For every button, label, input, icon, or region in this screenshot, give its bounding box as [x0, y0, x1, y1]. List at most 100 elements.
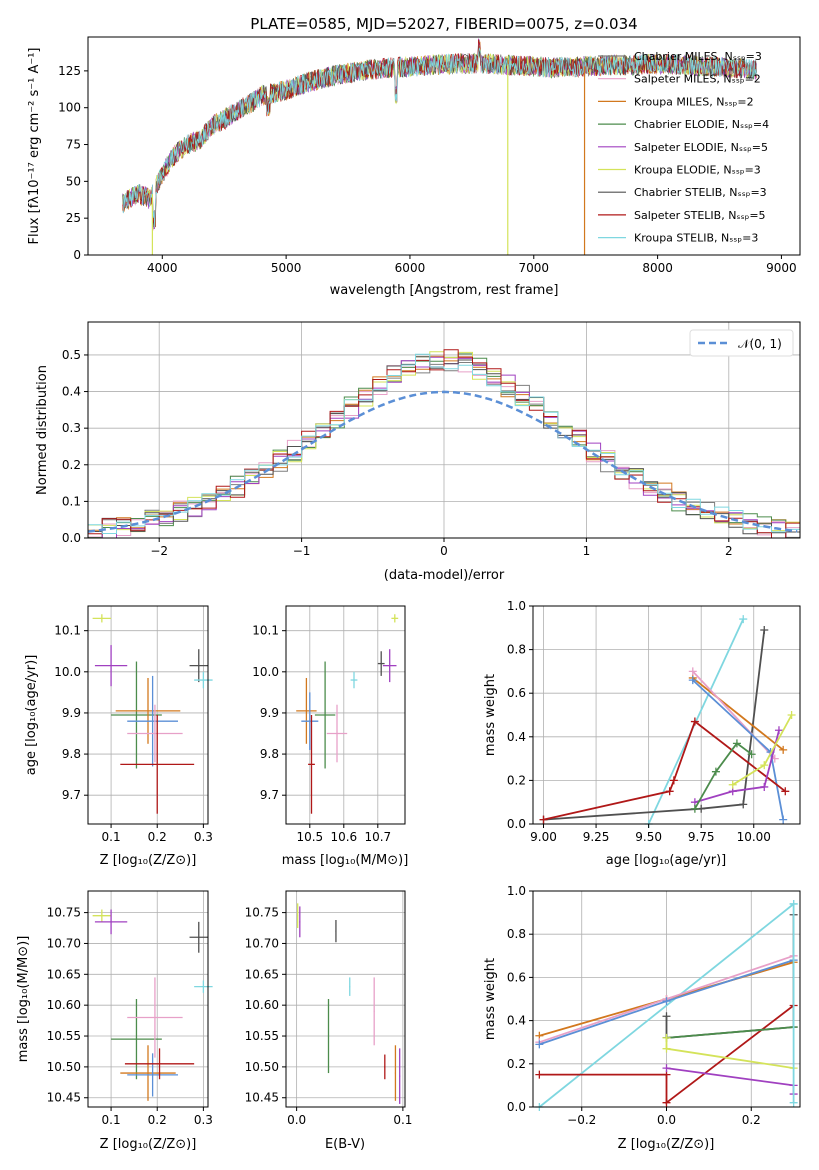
y-tick-label: 0.5 [62, 348, 81, 362]
mass-vs-ebv-ticks: 0.0 0.1 10.45 10.50 10.55 10.60 10.65 10.70 10.7… [245, 906, 413, 1127]
y-tick-label: 10.75 [47, 906, 81, 920]
weight-marker [732, 739, 741, 748]
y-tick-label: 0 [73, 248, 81, 262]
mass-vs-ebv-points [297, 903, 401, 1104]
x-tick-label: 5000 [271, 261, 302, 275]
weight-vs-age-ylabel: mass weight [483, 674, 498, 756]
spectrum-axes-frame [87, 36, 801, 256]
y-tick-label: 1.0 [507, 599, 526, 613]
mass-vs-metallicity-points [92, 909, 213, 1101]
spectrum-legend-label: Salpeter MILES, Nₛₛₚ=2 [634, 73, 761, 86]
spectrum-legend-label: Salpeter STELIB, Nₛₛₚ=5 [634, 209, 766, 222]
weight-vs-metallicity-panel: −0.2 0.0 0.2 0.0 0.2 0.4 0.6 0.8 1.0 Z [log₁₀(Z/… [483, 884, 801, 1152]
weight-vs-metallicity-frame [532, 890, 801, 1108]
x-tick-label: 10.7 [364, 830, 391, 844]
x-tick-label: 0.1 [393, 1113, 412, 1127]
mass-vs-metallicity-ylabel: mass [log₁₀(M/M⊙)] [16, 936, 31, 1063]
weight-marker [690, 804, 699, 813]
weight-vs-metallicity-ticks: −0.2 0.0 0.2 0.0 0.2 0.4 0.6 0.8 1.0 [507, 884, 761, 1127]
y-tick-label: 0.6 [507, 686, 526, 700]
weight-marker [662, 1098, 671, 1107]
y-tick-label: 0.8 [507, 643, 526, 657]
age-vs-metallicity-xlabel: Z [log₁₀(Z/Z⊙)] [100, 853, 197, 868]
spectrum-title: PLATE=0585, MJD=52027, FIBERID=0075, z=0… [250, 15, 637, 33]
x-tick-label: 0.3 [194, 830, 213, 844]
y-tick-label: 10.70 [47, 936, 81, 950]
mass-vs-metallicity-xlabel: Z [log₁₀(Z/Z⊙)] [100, 1137, 197, 1152]
x-tick-label: 9.00 [530, 830, 557, 844]
y-tick-label: 0.2 [507, 773, 526, 787]
weight-vs-age-lines [539, 615, 796, 828]
y-tick-label: 0.8 [507, 927, 526, 941]
spectrum-legend-label: Salpeter ELODIE, Nₛₛₚ=5 [634, 141, 768, 154]
y-tick-label: 0.0 [507, 817, 526, 831]
x-tick-label: 0.2 [148, 1113, 167, 1127]
y-tick-label: 9.8 [62, 747, 81, 761]
normal-curve [87, 390, 798, 533]
spectrum-line [122, 47, 757, 228]
mass-vs-metallicity-panel: 0.1 0.2 0.3 10.45 10.50 10.55 10.60 10.65 10.70 1… [16, 890, 213, 1152]
x-tick-label: 0.0 [657, 1113, 676, 1127]
weight-marker [688, 667, 697, 676]
y-tick-label: 25 [66, 211, 81, 225]
age-vs-mass-frame [285, 605, 406, 825]
y-tick-label: 10.65 [245, 967, 279, 981]
spectrum-ticks: 4000 5000 6000 7000 8000 9000 0 25 50 75 100 125 [58, 64, 797, 275]
y-tick-label: 9.7 [62, 788, 81, 802]
spectrum-xlabel: wavelength [Angstrom, rest frame] [330, 283, 559, 298]
y-tick-label: 125 [58, 64, 81, 78]
y-tick-label: 0.4 [62, 385, 81, 399]
spectrum-panel: PLATE=0585, MJD=52027, FIBERID=0075, z=0… [27, 15, 801, 298]
weight-marker [787, 711, 796, 719]
x-tick-label: 8000 [642, 261, 673, 275]
mass-vs-ebv-xlabel: E(B-V) [325, 1137, 365, 1152]
x-tick-label: −1 [293, 544, 311, 558]
y-tick-label: 0.0 [507, 1100, 526, 1114]
weight-vs-age-panel: 9.00 9.25 9.50 9.75 10.000.00.20.40.60.81.0 … [483, 599, 801, 868]
weight-marker [789, 899, 798, 908]
residuals-histograms [87, 349, 800, 539]
y-tick-label: 1.0 [507, 884, 526, 898]
weight-vs-age-ticks: 9.00 9.25 9.50 9.75 10.00 0.0 0.2 0.4 0.6 0.8 1.0 [507, 599, 771, 844]
weight-marker [739, 615, 748, 624]
y-tick-label: 10.45 [245, 1091, 279, 1105]
residuals-axes-frame [87, 321, 801, 539]
age-vs-metallicity-panel: 0.1 0.2 0.3 9.7 9.8 9.9 10.0 10.1 Z [log₁₀(Z/Z⊙… [24, 605, 213, 868]
residual-histogram [88, 353, 800, 534]
y-tick-label: 10.1 [252, 624, 279, 638]
weight-marker [662, 1064, 671, 1073]
spectrum-legend-label: Kroupa ELODIE, Nₛₛₚ=3 [634, 164, 761, 177]
weight-vs-metallicity-ylabel: mass weight [483, 958, 498, 1040]
weight-marker [688, 676, 697, 685]
age-vs-metallicity-ticks: 0.1 0.2 0.3 9.7 9.8 9.9 10.0 10.1 [54, 624, 213, 844]
y-tick-label: 0.1 [62, 494, 81, 508]
weight-marker [662, 1044, 671, 1053]
weight-marker [662, 997, 671, 1006]
age-vs-mass-grid [286, 606, 405, 824]
weight-marker [662, 1012, 671, 1021]
weight-marker [747, 750, 756, 759]
y-tick-label: 0.4 [507, 1014, 526, 1028]
y-tick-label: 10.1 [54, 624, 81, 638]
spectrum-line [122, 39, 757, 228]
spectrum-legend-label: Chabrier STELIB, Nₛₛₚ=3 [634, 186, 767, 199]
y-tick-label: 10.50 [47, 1060, 81, 1074]
residual-histogram [88, 349, 800, 539]
weight-marker [669, 776, 678, 785]
weight-line [543, 629, 766, 821]
x-tick-label: 0.0 [287, 1113, 306, 1127]
y-tick-label: 0.3 [62, 421, 81, 435]
spectrum-legend-label: Kroupa STELIB, Nₛₛₚ=3 [634, 232, 758, 245]
y-tick-label: 10.0 [54, 665, 81, 679]
mass-vs-ebv-panel: 0.0 0.1 10.45 10.50 10.55 10.60 10.65 10.70 10.7… [245, 890, 413, 1152]
x-tick-label: 0.2 [742, 1113, 761, 1127]
weight-marker [760, 625, 769, 634]
weight-marker [662, 1033, 671, 1042]
y-tick-label: 0.4 [507, 730, 526, 744]
residuals-legend: 𝒩(0, 1) [689, 329, 794, 357]
y-tick-label: 0.2 [62, 458, 81, 472]
weight-marker [760, 782, 769, 791]
y-tick-label: 10.55 [245, 1029, 279, 1043]
y-tick-label: 10.55 [47, 1029, 81, 1043]
y-tick-label: 9.9 [62, 706, 81, 720]
